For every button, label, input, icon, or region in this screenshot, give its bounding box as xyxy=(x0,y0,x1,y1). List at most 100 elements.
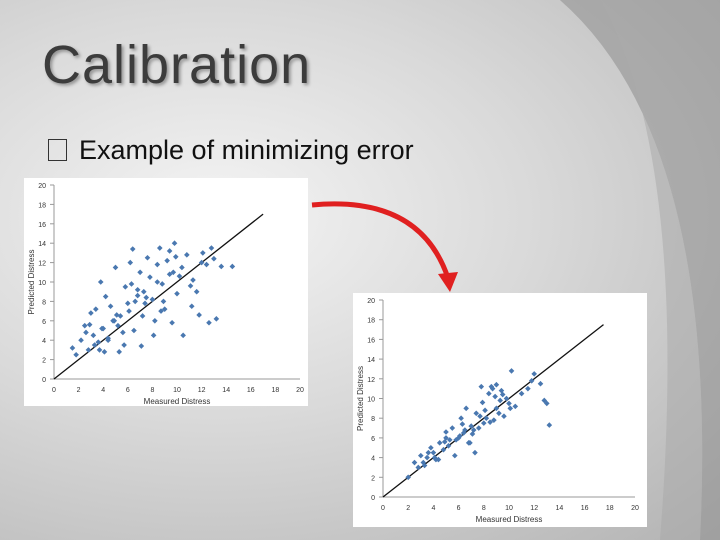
data-point xyxy=(493,405,500,412)
data-point xyxy=(468,423,474,429)
data-point xyxy=(525,385,531,392)
data-point xyxy=(544,400,550,407)
data-point xyxy=(496,410,502,417)
data-point xyxy=(418,452,424,459)
y-axis-label: Predicted Distress xyxy=(27,250,36,315)
data-point xyxy=(101,349,108,355)
data-point xyxy=(411,459,418,466)
data-point xyxy=(506,400,512,407)
y-tick-label: 12 xyxy=(367,377,375,384)
data-point xyxy=(125,300,131,307)
data-point xyxy=(166,248,173,254)
data-point xyxy=(503,395,510,402)
data-point xyxy=(121,342,127,348)
data-point xyxy=(196,312,202,318)
data-point xyxy=(531,371,537,377)
data-point xyxy=(128,281,135,287)
x-tick-label: 20 xyxy=(631,505,639,512)
data-point xyxy=(441,439,448,445)
data-point xyxy=(472,449,478,456)
y-tick-label: 0 xyxy=(42,377,46,384)
data-point xyxy=(421,462,428,469)
data-point xyxy=(445,442,452,449)
data-point xyxy=(169,319,175,326)
y-tick-label: 18 xyxy=(38,202,46,209)
data-point xyxy=(111,318,118,324)
data-point xyxy=(443,435,449,441)
data-point xyxy=(86,321,93,328)
y-tick-label: 4 xyxy=(371,456,375,463)
data-point xyxy=(436,440,443,446)
x-axis-label: Measured Distress xyxy=(476,515,543,524)
data-point xyxy=(501,413,507,420)
x-tick-label: 16 xyxy=(247,387,255,394)
data-point xyxy=(537,380,544,387)
x-tick-label: 6 xyxy=(126,387,130,394)
x-tick-label: 4 xyxy=(431,505,435,512)
data-point xyxy=(113,312,120,318)
data-point xyxy=(156,245,163,251)
data-point xyxy=(492,393,498,400)
y-tick-label: 2 xyxy=(371,475,375,482)
data-point xyxy=(143,294,150,301)
data-point xyxy=(188,303,195,310)
x-tick-label: 2 xyxy=(77,387,81,394)
data-point xyxy=(138,343,145,349)
data-point xyxy=(440,446,447,453)
bullet-item: Example of minimizing error xyxy=(48,135,414,166)
y-tick-label: 14 xyxy=(367,357,375,364)
x-tick-label: 18 xyxy=(272,387,280,394)
data-point xyxy=(475,425,482,431)
data-point xyxy=(208,245,215,251)
x-tick-label: 10 xyxy=(173,387,181,394)
y-tick-label: 16 xyxy=(367,337,375,344)
x-tick-label: 8 xyxy=(150,387,154,394)
data-point xyxy=(452,452,458,459)
data-point xyxy=(486,390,492,397)
data-point xyxy=(144,254,151,261)
data-point xyxy=(518,390,525,397)
data-point xyxy=(90,332,97,339)
y-axis-label: Predicted Distress xyxy=(356,366,365,431)
data-point xyxy=(499,391,506,398)
y-tick-label: 8 xyxy=(371,416,375,423)
data-point xyxy=(115,322,121,329)
data-point xyxy=(96,347,103,353)
y-tick-label: 12 xyxy=(38,261,46,268)
y-tick-label: 20 xyxy=(367,298,375,305)
data-point xyxy=(73,351,79,358)
data-point xyxy=(116,349,122,355)
data-point xyxy=(424,454,430,461)
data-point xyxy=(158,308,164,314)
data-point xyxy=(463,405,469,412)
bullet-box-icon xyxy=(48,139,67,161)
data-point xyxy=(132,298,138,305)
data-point xyxy=(180,332,186,339)
x-tick-label: 14 xyxy=(556,505,564,512)
data-point xyxy=(184,252,190,258)
data-point xyxy=(541,397,548,404)
data-point xyxy=(139,313,146,319)
data-point xyxy=(150,332,157,339)
data-point xyxy=(159,281,166,287)
y-tick-label: 0 xyxy=(371,495,375,502)
y-tick-label: 8 xyxy=(42,299,46,306)
x-tick-label: 18 xyxy=(606,505,614,512)
data-point xyxy=(428,444,434,451)
x-tick-label: 0 xyxy=(381,505,385,512)
x-tick-label: 4 xyxy=(101,387,105,394)
data-point xyxy=(431,454,438,461)
chart-before-calibration: 0 2 4 6 8 10 12 14 16 18 20 0 2 4 6 8 10 12 14 16 18 20 Measur… xyxy=(24,178,308,406)
data-point xyxy=(467,440,473,446)
data-point xyxy=(229,263,236,270)
x-tick-label: 10 xyxy=(505,505,513,512)
data-point xyxy=(160,298,167,305)
data-point xyxy=(477,413,483,420)
reference-line xyxy=(382,324,604,498)
data-point xyxy=(206,319,212,326)
data-point xyxy=(405,474,411,481)
data-point xyxy=(482,407,488,414)
data-point xyxy=(129,246,136,252)
x-tick-label: 2 xyxy=(406,505,410,512)
data-point xyxy=(88,310,94,316)
